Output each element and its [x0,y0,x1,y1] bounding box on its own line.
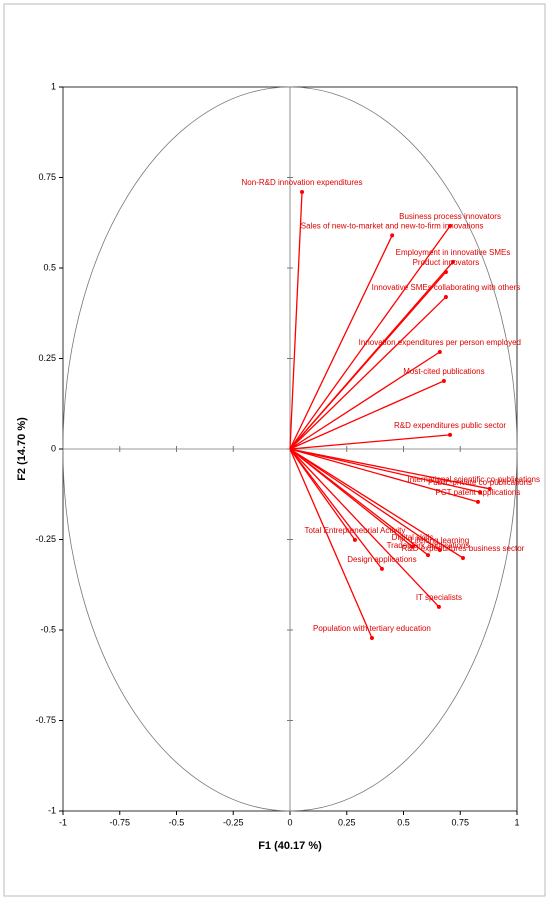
point-label: Population with tertiary education [313,624,431,633]
loading-vector [289,448,373,639]
y-axis-title: F2 (14.70 %) [16,417,28,481]
y-tick-label: -0.5 [40,624,56,634]
point-label: IT specialists [416,593,462,602]
point-label: Innovative SMEs collaborating with other… [372,283,521,292]
loading-vector [289,225,451,450]
loading-point [443,294,448,299]
point-label: Employment in innovative SMEs [396,248,511,257]
x-tick-label: -0.25 [223,817,244,827]
point-label: Public-private co-publications [428,478,532,487]
x-tick-label: -0.75 [109,817,130,827]
loading-point [436,604,441,609]
y-tick-label: 0.25 [38,353,56,363]
loading-vector [289,271,447,450]
point-label: PCT patent applications [436,488,521,497]
point-label: Innovation expenditures per person emplo… [359,338,521,347]
point-label: Digital skills [392,533,434,542]
loading-vector [289,380,445,450]
y-tick-label: -0.25 [35,534,56,544]
point-label: Non-R&D innovation expenditures [242,178,363,187]
loading-vector [289,448,490,490]
loading-point [460,555,465,560]
x-axis-title: F1 (40.17 %) [258,840,322,852]
point-label: Total Entrepreneurial Activity [304,526,405,535]
loading-vector [289,448,464,559]
loading-vector [289,448,440,608]
point-label: Lifelong learning [410,536,469,545]
loading-point [487,486,492,491]
point-label: R&D expenditures business sector [402,544,525,553]
y-tick-label: -1 [48,805,56,815]
point-label: Product innovators [413,258,480,267]
x-tick-label: -1 [59,817,67,827]
loading-point [390,233,395,238]
loading-point [475,499,480,504]
loading-point [426,553,431,558]
loading-point [379,566,384,571]
loading-point [448,432,453,437]
loading-vector [289,191,303,450]
point-label: R&D expenditures public sector [394,421,506,430]
loading-vector [289,434,451,450]
point-label: Most-cited publications [403,367,484,376]
x-tick-label: 0.5 [397,817,410,827]
loading-point [369,635,374,640]
loading-point [300,189,305,194]
y-tick-label: 0.75 [38,172,56,182]
loading-point [477,490,482,495]
loading-vector [289,448,441,551]
loading-point [448,224,453,229]
point-label: International scientific co-publications [407,475,540,484]
loading-vector [289,448,479,503]
y-tick-label: 0 [51,443,56,453]
y-tick-label: -0.75 [35,715,56,725]
frame [3,3,546,897]
x-tick-label: -0.5 [169,817,185,827]
loading-point [437,547,442,552]
loading-vector [289,448,413,548]
loading-vector [289,296,447,450]
point-label: Business process innovators [399,212,501,221]
loading-vector [289,351,441,450]
x-tick-label: 1 [514,817,519,827]
loading-point [437,349,442,354]
loading-vector [289,448,481,493]
loading-point [443,269,448,274]
loading-vector [289,448,383,570]
point-label: Design applications [347,555,416,564]
x-tick-label: 0.75 [451,817,469,827]
x-tick-label: 0 [287,817,292,827]
loading-point [410,544,415,549]
loading-point [352,537,357,542]
y-tick-label: 0.5 [43,262,56,272]
point-label: Sales of new-to-market and new-to-firm i… [301,222,484,231]
loading-vector [289,235,393,450]
y-tick-label: 1 [51,81,56,91]
loading-point [441,378,446,383]
point-label: Trademark applications [387,541,470,550]
x-tick-label: 0.25 [338,817,356,827]
loading-point [450,259,455,264]
